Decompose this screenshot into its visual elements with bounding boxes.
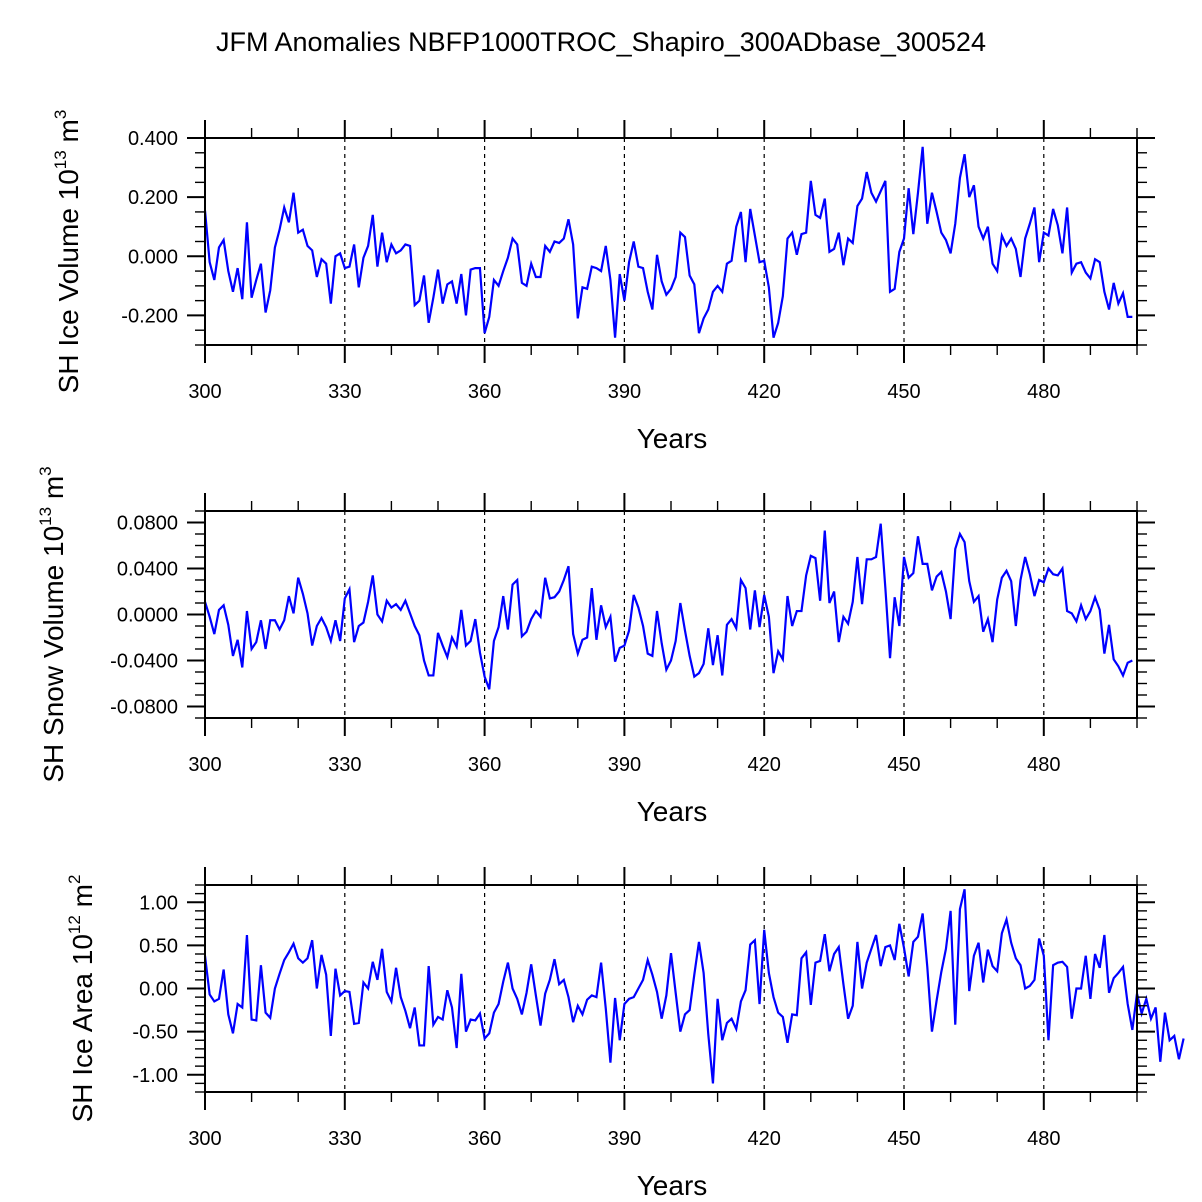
x-tick-label: 450 [887,754,920,776]
x-tick-label: 480 [1027,381,1060,403]
x-tick-label: 480 [1027,754,1060,776]
x-tick-label: 330 [328,754,361,776]
x-tick-label: 390 [608,754,641,776]
plot-frame [204,510,1138,719]
series-line [203,523,1133,690]
panel-3: 300 330 360 390 420 450 480 Years -1.00 -0.50 0.00… [65,867,1185,1201]
x-tick-label: 300 [188,1128,221,1150]
y-tick-label: 0.0000 [117,605,178,627]
x-tick-label: 480 [1027,1128,1060,1150]
y-tick-label: -0.0400 [110,651,178,673]
plot-frame [204,137,1138,346]
x-axis-label: Years [637,423,708,454]
x-tick-label: 390 [608,381,641,403]
x-tick-label: 330 [328,381,361,403]
y-tick-label: -0.200 [121,305,178,327]
x-tick-label: 390 [608,1128,641,1150]
y-tick-label: 1.00 [139,892,178,914]
chart-title: JFM Anomalies NBFP1000TROC_Shapiro_300AD… [216,27,986,57]
y-tick-label: -1.00 [132,1065,178,1087]
y-tick-label: 0.0400 [117,559,178,581]
y-tick-label: 0.00 [139,979,178,1001]
x-tick-label: 330 [328,1128,361,1150]
panel-2: 300 330 360 390 420 450 480 Years -0.0800 -0.0400… [36,466,1155,827]
y-tick-label: 0.400 [128,128,178,150]
y-axis-label: SH Ice Volume 1013 m3 [51,110,84,394]
y-tick-label: 0.200 [128,187,178,209]
x-axis-label: Years [637,1170,708,1201]
y-tick-label: -0.0800 [110,697,178,719]
y-tick-label: 0.000 [128,246,178,268]
y-tick-label: -0.50 [132,1022,178,1044]
x-tick-label: 450 [887,1128,920,1150]
y-axis-label: SH Ice Area 1012 m2 [65,875,98,1123]
series-line [203,889,1185,1084]
x-tick-label: 450 [887,381,920,403]
x-tick-label: 420 [748,1128,781,1150]
x-tick-label: 360 [468,754,501,776]
x-tick-label: 360 [468,381,501,403]
x-tick-label: 360 [468,1128,501,1150]
panel-1: 300 330 360 390 420 450 480 Years -0.200 0.000 0.2… [51,110,1155,454]
x-tick-label: 420 [748,754,781,776]
y-tick-label: 0.50 [139,935,178,957]
x-tick-label: 420 [748,381,781,403]
plot-frame [204,884,1138,1093]
x-tick-label: 300 [188,754,221,776]
x-axis-label: Years [637,796,708,827]
series-line [203,146,1133,338]
y-tick-label: 0.0800 [117,513,178,535]
x-tick-label: 300 [188,381,221,403]
y-axis-label: SH Snow Volume 1013 m3 [36,466,69,782]
